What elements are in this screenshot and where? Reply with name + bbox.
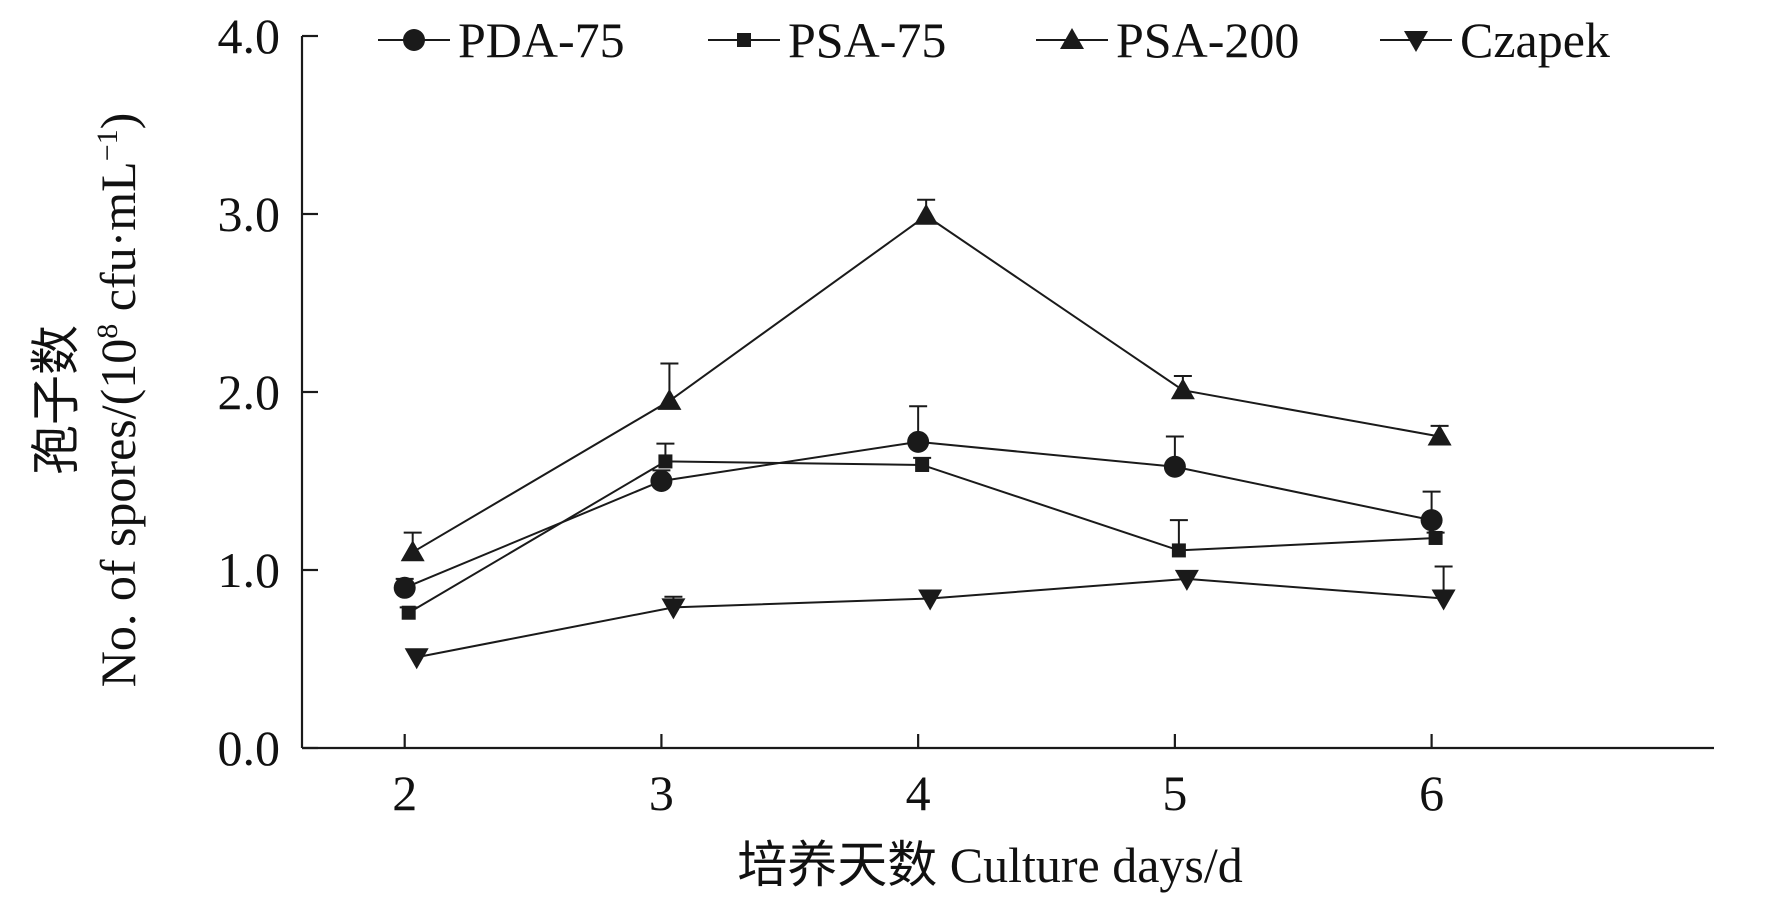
data-point (915, 457, 930, 472)
legend-item-PSA-200: PSA-200 (1036, 12, 1299, 68)
legend-item-PDA-75: PDA-75 (378, 12, 625, 68)
series-PDA-75 (393, 405, 1443, 599)
data-point (907, 430, 930, 453)
legend-swatch-marker (1060, 28, 1084, 49)
x-tick-label-1: 3 (649, 765, 674, 821)
data-point (400, 540, 425, 562)
data-point (650, 470, 673, 492)
y-tick-label-4: 4.0 (218, 8, 281, 64)
data-point (401, 605, 416, 620)
data-point (1431, 589, 1456, 611)
legend-label: PDA-75 (458, 12, 625, 68)
y-axis-title-close: ) (90, 113, 146, 130)
x-tick-label-3: 5 (1162, 765, 1187, 821)
axes (300, 36, 1714, 750)
series-PSA-200 (400, 198, 1452, 562)
legend-item-Czapek: Czapek (1380, 12, 1610, 68)
legend-swatch-marker (403, 29, 425, 51)
x-axis-title: 培养天数 Culture days/d (737, 837, 1243, 893)
legend-label: Czapek (1460, 12, 1610, 68)
legend-swatch-marker (1404, 31, 1428, 52)
data-point (1171, 543, 1186, 558)
series-PSA-75 (399, 442, 1445, 620)
y-axis-title: 孢子数 No. of spores/(108 cfu·mL−1) (28, 113, 146, 688)
x-ticks: 2 3 4 5 6 (392, 734, 1444, 821)
data-point (1420, 509, 1443, 532)
legend-swatch-marker (737, 33, 751, 47)
data-point (393, 576, 416, 599)
data-point (918, 589, 943, 611)
legend-item-PSA-75: PSA-75 (708, 12, 946, 68)
y-axis-title-en: No. of spores/(10 (90, 339, 146, 688)
y-axis-title-group: 孢子数 No. of spores/(108 cfu·mL−1) (28, 113, 146, 688)
y-axis-title-cn: 孢子数 (28, 325, 84, 475)
data-point (1174, 569, 1199, 591)
data-point (661, 598, 686, 620)
x-tick-label-0: 2 (392, 765, 417, 821)
data-point (914, 203, 939, 225)
data-point (1170, 378, 1195, 400)
legend-label: PSA-75 (788, 12, 946, 68)
data-point (1428, 530, 1443, 545)
y-tick-label-0: 0.0 (218, 720, 281, 776)
series-layer (393, 198, 1456, 670)
data-point (1163, 455, 1186, 478)
y-tick-label-1: 1.0 (218, 542, 281, 598)
y-axis-title-sup: 8 (91, 324, 124, 339)
series-line (412, 214, 1440, 554)
y-axis-title-unit: cfu·mL (90, 161, 146, 323)
data-point (404, 648, 429, 670)
data-point (1427, 424, 1452, 446)
legend: PDA-75 PSA-75 PSA-200 Czapek (378, 12, 1610, 68)
x-tick-label-4: 6 (1419, 765, 1444, 821)
y-tick-label-3: 3.0 (218, 186, 281, 242)
y-ticks: 0.0 1.0 2.0 3.0 4.0 (218, 8, 318, 776)
series-Czapek (404, 565, 1456, 670)
data-point (657, 388, 682, 410)
y-axis-title-unit-sup: −1 (91, 129, 124, 161)
y-tick-label-2: 2.0 (218, 364, 281, 420)
x-tick-label-2: 4 (906, 765, 931, 821)
legend-label: PSA-200 (1116, 12, 1299, 68)
data-point (658, 454, 673, 469)
